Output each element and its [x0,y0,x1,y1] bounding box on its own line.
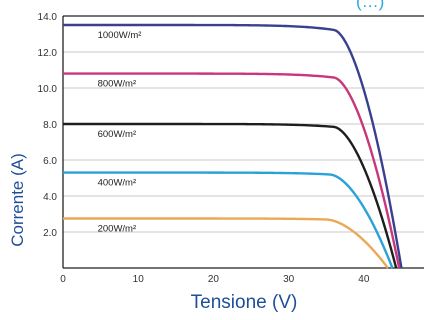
y-axis-label: Corrente (A) [8,153,27,247]
series-line [63,122,398,269]
y-tick-label: 12.0 [38,48,58,59]
series-label: 600W/m² [98,129,137,140]
x-tick-label: 10 [133,274,145,285]
series-line [63,217,389,269]
y-tick-label: 14.0 [38,12,58,23]
series-label: 1000W/m² [98,30,142,41]
series-labels: 1000W/m² 800W/m² 600W/m² 400W/m² 200W/m² [98,30,142,235]
y-tick-label: 4.0 [43,192,57,203]
x-axis-label: Tensione (V) [190,292,298,313]
x-tick-label: 30 [283,274,295,285]
series-lines [63,23,403,269]
axes [62,15,424,269]
x-tick-label: 0 [60,274,66,285]
y-tick-label: 2.0 [43,228,57,239]
series-label: 200W/m² [98,224,137,235]
y-axis-label-wrap: Corrente (A) [2,120,34,280]
corner-label: (…) [356,0,385,11]
x-tick-label: 40 [358,274,370,285]
series-label: 400W/m² [98,178,137,189]
tick-labels: 2.0 4.0 6.0 8.0 10.0 12.0 14.0 0 10 20 30 40 [38,12,370,285]
series-line [63,72,401,269]
series-line [63,171,394,269]
y-tick-label: 8.0 [43,120,57,131]
series-line [63,23,403,269]
x-tick-label: 20 [208,274,220,285]
series-label: 800W/m² [98,79,137,90]
y-tick-label: 6.0 [43,156,57,167]
y-tick-label: 10.0 [38,84,58,95]
